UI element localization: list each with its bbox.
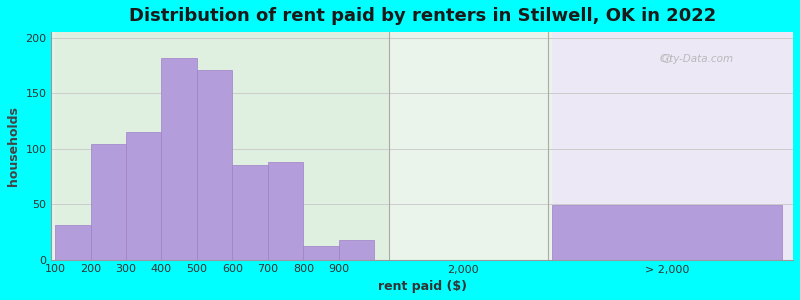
Bar bbox=[55, 32, 389, 260]
X-axis label: rent paid ($): rent paid ($) bbox=[378, 280, 466, 293]
Bar bbox=[126, 132, 162, 260]
Text: City-Data.com: City-Data.com bbox=[659, 54, 734, 64]
Bar bbox=[268, 162, 303, 260]
Bar bbox=[197, 70, 233, 260]
Bar bbox=[55, 225, 90, 260]
Bar bbox=[552, 32, 793, 260]
Bar bbox=[339, 240, 374, 260]
Bar bbox=[389, 32, 552, 260]
Bar bbox=[552, 205, 782, 260]
Title: Distribution of rent paid by renters in Stilwell, OK in 2022: Distribution of rent paid by renters in … bbox=[129, 7, 716, 25]
Bar bbox=[90, 144, 126, 260]
Bar bbox=[233, 165, 268, 260]
Y-axis label: households: households bbox=[7, 106, 20, 186]
Bar bbox=[162, 58, 197, 260]
Bar bbox=[303, 246, 339, 260]
Text: ⊙: ⊙ bbox=[661, 52, 673, 66]
